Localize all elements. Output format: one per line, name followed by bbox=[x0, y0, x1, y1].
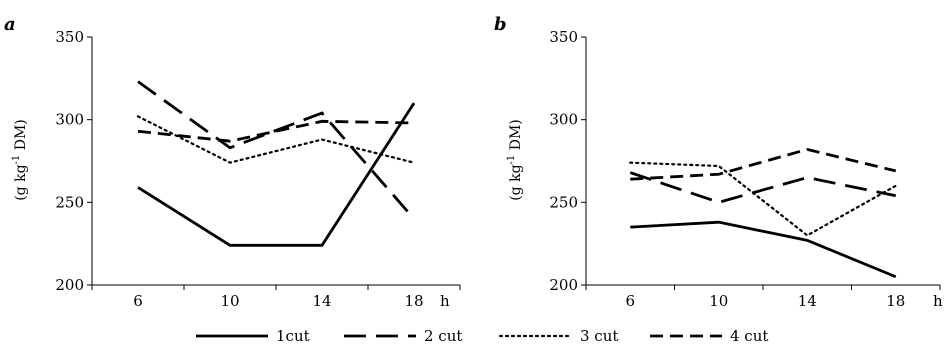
y-ticks-b: 200 250 300 350 bbox=[549, 28, 586, 294]
series-group-a bbox=[136, 80, 416, 247]
x-tick-label-b: 14 bbox=[798, 292, 817, 310]
y-tick-label-a: 300 bbox=[55, 111, 84, 129]
y-axis-label-b-sup: -1 bbox=[506, 155, 517, 165]
series-line-b-4 bbox=[630, 147, 897, 181]
legend-label-3: 3 cut bbox=[580, 327, 618, 345]
y-tick-label-b: 200 bbox=[549, 276, 578, 294]
y-axis-label-b: (g kg-1 DM) bbox=[506, 119, 524, 201]
legend-label-1: 1cut bbox=[276, 327, 310, 345]
x-axis-label-a: h bbox=[440, 292, 450, 310]
y-axis-label-b-main: (g kg bbox=[508, 164, 524, 200]
x-tick-label-b: 18 bbox=[886, 292, 905, 310]
series-group-b bbox=[629, 147, 897, 279]
y-tick-label-a: 200 bbox=[55, 276, 84, 294]
y-axis-label-a-sup: -1 bbox=[11, 155, 22, 165]
y-tick-label-a: 250 bbox=[55, 193, 84, 211]
y-axis-label-a-main: (g kg bbox=[13, 164, 29, 200]
x-tick-label-a: 14 bbox=[312, 292, 331, 310]
series-line-a-3 bbox=[136, 115, 416, 164]
y-tick-label-a: 350 bbox=[55, 28, 84, 46]
x-axis-label-b: h bbox=[933, 292, 943, 310]
panel-letter-b: b bbox=[494, 14, 507, 35]
y-tick-label-b: 250 bbox=[549, 193, 578, 211]
legend-label-4: 4 cut bbox=[730, 327, 768, 345]
series-line-b-3 bbox=[629, 161, 897, 237]
panel-letter-a: a bbox=[4, 14, 16, 35]
series-line-a-4 bbox=[137, 119, 415, 143]
x-tick-label-a: 18 bbox=[404, 292, 423, 310]
series-line-b-1 bbox=[630, 220, 897, 279]
x-tick-label-b: 10 bbox=[709, 292, 728, 310]
y-axis-label-a-tail: DM) bbox=[13, 119, 29, 154]
x-ticks-a: 6 10 14 18 bbox=[91, 285, 461, 310]
series-line-a-2 bbox=[137, 80, 416, 220]
x-tick-label-a: 6 bbox=[133, 292, 143, 310]
x-ticks-b: 6 10 14 18 bbox=[585, 285, 941, 310]
y-tick-label-b: 350 bbox=[549, 28, 578, 46]
series-line-b-2 bbox=[629, 171, 897, 204]
legend-label-2: 2 cut bbox=[424, 327, 462, 345]
y-tick-label-b: 300 bbox=[549, 111, 578, 129]
chart-panel-a: a (g kg-1 DM) 200 250 300 350 6 10 14 18 h bbox=[4, 14, 461, 310]
y-axis-label-b-tail: DM) bbox=[508, 119, 524, 154]
series-line-a-1 bbox=[137, 102, 416, 247]
chart-panel-b: b (g kg-1 DM) 200 250 300 350 6 10 14 18 h bbox=[494, 14, 943, 310]
y-ticks-a: 200 250 300 350 bbox=[55, 28, 92, 294]
x-tick-label-a: 10 bbox=[220, 292, 239, 310]
x-tick-label-b: 6 bbox=[625, 292, 635, 310]
y-axis-label-a: (g kg-1 DM) bbox=[11, 119, 29, 201]
legend: 1cut 2 cut 3 cut 4 cut bbox=[196, 327, 768, 345]
